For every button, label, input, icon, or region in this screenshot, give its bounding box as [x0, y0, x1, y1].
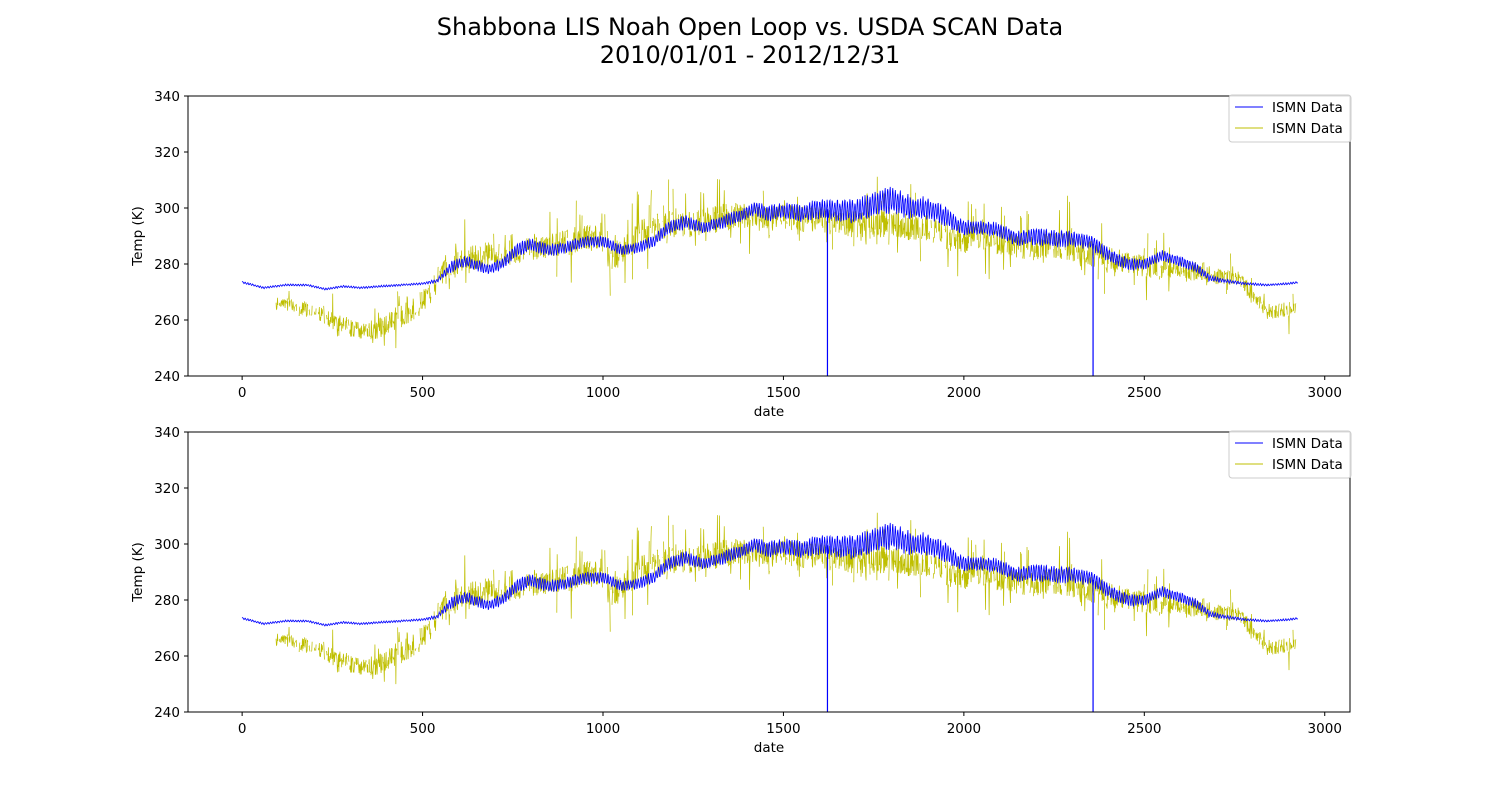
y-tick-label: 340: [154, 89, 180, 105]
x-tick-label: 3000: [1308, 385, 1342, 401]
x-tick-label: 1500: [766, 385, 800, 401]
legend-label-0: ISMN Data: [1272, 436, 1343, 452]
y-tick-label: 260: [154, 313, 180, 329]
subplot-bottom: 0 500 1000 1500 2000 2500 3000 240 260 280 300 320 3…: [130, 425, 1352, 756]
x-tick-label: 500: [410, 721, 436, 737]
x-tick-label: 0: [238, 385, 247, 401]
x-tick-label: 0: [238, 721, 247, 737]
x-tick-label: 3000: [1308, 721, 1342, 737]
plot-area: [241, 512, 1299, 712]
x-tick-label: 1000: [586, 721, 620, 737]
y-axis-label: Temp (K): [130, 206, 146, 267]
y-axis-label: Temp (K): [130, 542, 146, 603]
series-ismn-data-blue-line: [241, 522, 1299, 627]
subplot-top: 0 500 1000 1500 2000 2500 3000 240 260 280 300 320 3…: [130, 89, 1352, 420]
axes-frame: [187, 431, 1351, 713]
legend: ISMN Data ISMN Data: [1228, 430, 1352, 479]
series-ismn-data-blue-line: [241, 186, 1299, 291]
x-tick-label: 2500: [1127, 721, 1161, 737]
y-tick-label: 300: [154, 201, 180, 217]
y-tick-label: 320: [154, 481, 180, 497]
axes-frame: [187, 95, 1351, 377]
y-tick-label: 260: [154, 649, 180, 665]
y-tick-label: 280: [154, 257, 180, 273]
legend-label-0: ISMN Data: [1272, 100, 1343, 116]
figure-title-line-2: 2010/01/01 - 2012/12/31: [600, 41, 901, 69]
x-tick-label: 2500: [1127, 385, 1161, 401]
x-tick-label: 2000: [947, 721, 981, 737]
legend-label-1: ISMN Data: [1272, 457, 1343, 473]
legend-label-1: ISMN Data: [1272, 121, 1343, 137]
x-tick-label: 1000: [586, 385, 620, 401]
y-tick-label: 240: [154, 369, 180, 385]
x-axis-label: date: [754, 740, 784, 756]
legend: ISMN Data ISMN Data: [1228, 94, 1352, 143]
x-tick-label: 1500: [766, 721, 800, 737]
y-tick-label: 340: [154, 425, 180, 441]
plot-area: [241, 176, 1299, 376]
y-tick-label: 240: [154, 705, 180, 721]
y-tick-label: 320: [154, 145, 180, 161]
x-tick-label: 500: [410, 385, 436, 401]
x-tick-label: 2000: [947, 385, 981, 401]
y-tick-label: 300: [154, 537, 180, 553]
figure-title-line-1: Shabbona LIS Noah Open Loop vs. USDA SCA…: [437, 13, 1063, 41]
y-tick-label: 280: [154, 593, 180, 609]
x-axis-label: date: [754, 404, 784, 420]
